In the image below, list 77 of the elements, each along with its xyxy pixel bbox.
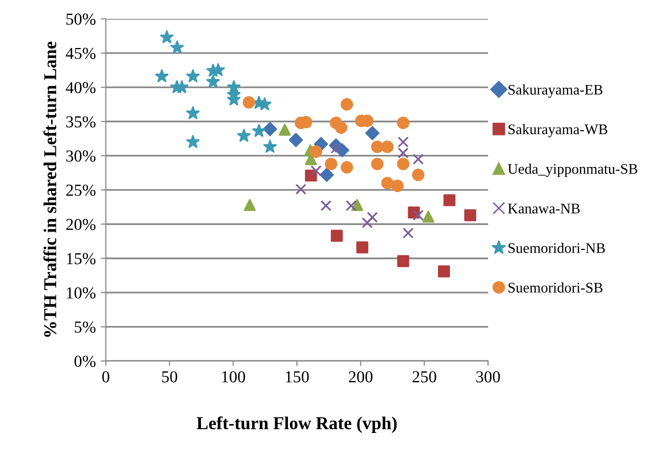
- point: [422, 210, 434, 223]
- x-tick-label: 200: [348, 371, 372, 382]
- legend-label: Ueda_yipponmatu-SB: [508, 164, 638, 177]
- point: [242, 96, 256, 109]
- point: [310, 165, 322, 176]
- point: [186, 106, 200, 120]
- point: [464, 209, 476, 222]
- point: [320, 200, 332, 212]
- point: [365, 126, 380, 140]
- x-tick-label: 300: [476, 371, 500, 382]
- point: [175, 80, 189, 94]
- point: [330, 230, 343, 242]
- point: [244, 198, 256, 211]
- legend-label: Suemoridori-NB: [508, 242, 605, 254]
- point: [438, 265, 450, 278]
- y-axis-title: %TH Traffic in shared Left-turn Lane: [43, 42, 56, 337]
- x-tick-label: 150: [286, 371, 309, 382]
- point: [398, 136, 409, 148]
- y-tick-label: 50%: [66, 14, 96, 25]
- point: [252, 124, 266, 137]
- point: [262, 122, 278, 136]
- point: [398, 147, 409, 158]
- point: [186, 69, 200, 82]
- x-axis-title: Left-turn Flow Rate (vph): [196, 416, 397, 433]
- point: [206, 74, 220, 88]
- point: [160, 30, 174, 44]
- point: [381, 140, 394, 154]
- y-tick-label: 5%: [74, 321, 96, 333]
- point: [362, 217, 373, 228]
- point: [340, 161, 354, 174]
- point: [356, 241, 368, 254]
- point: [295, 184, 306, 195]
- point: [334, 121, 348, 134]
- point: [402, 228, 414, 239]
- y-tick-label: 10%: [66, 287, 96, 299]
- legend-label: Sakurayama-EB: [508, 84, 602, 98]
- y-tick-label: 15%: [66, 253, 96, 264]
- y-tick-label: 20%: [66, 218, 96, 230]
- point: [371, 158, 384, 170]
- point: [155, 69, 169, 82]
- point: [310, 145, 322, 158]
- y-tick-label: 25%: [66, 184, 96, 196]
- point: [186, 134, 200, 148]
- y-tick-label: 40%: [66, 82, 96, 94]
- point: [391, 180, 404, 192]
- point: [320, 168, 334, 182]
- point: [263, 140, 277, 153]
- x-tick-label: 0: [102, 371, 110, 382]
- point: [396, 158, 410, 170]
- point: [412, 154, 424, 165]
- point: [170, 40, 184, 54]
- point: [346, 200, 357, 212]
- point: [371, 140, 384, 154]
- point: [340, 98, 354, 111]
- y-tick-label: 30%: [66, 150, 96, 162]
- point: [396, 116, 410, 130]
- point: [278, 124, 291, 136]
- point: [397, 255, 410, 268]
- x-tick-label: 50: [162, 371, 178, 382]
- point: [381, 176, 394, 190]
- point: [412, 168, 424, 182]
- legend-label: Kanawa-NB: [508, 204, 580, 214]
- x-tick-label: 250: [412, 371, 436, 382]
- point: [330, 142, 342, 154]
- x-tick-label: 100: [222, 371, 246, 382]
- point: [304, 170, 317, 182]
- point: [237, 128, 251, 142]
- y-tick-label: 45%: [66, 48, 96, 60]
- legend-label: Suemoridori-SB: [508, 282, 602, 293]
- point: [443, 194, 456, 206]
- y-tick-label: 35%: [66, 116, 96, 128]
- point: [412, 210, 424, 221]
- point: [288, 132, 303, 148]
- y-tick-label: 0%: [74, 356, 96, 367]
- legend-label: Sakurayama-WB: [508, 124, 608, 138]
- point: [324, 158, 338, 170]
- point: [366, 212, 378, 223]
